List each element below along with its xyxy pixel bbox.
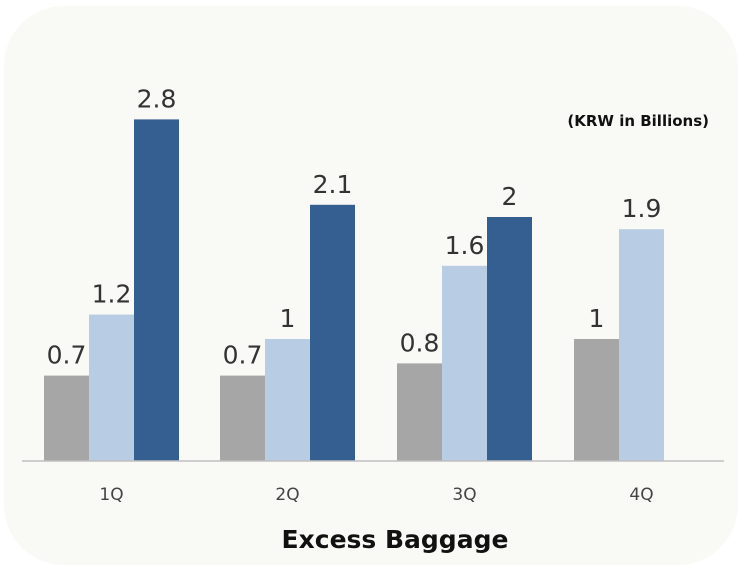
- data-label-4Q-series-2: 1.9: [622, 194, 662, 223]
- bar-1Q-series-3: [134, 119, 179, 462]
- x-tick-labels: 1Q 2Q 3Q 4Q: [99, 485, 653, 505]
- x-tick-2Q: 2Q: [275, 485, 299, 505]
- bar-3Q-series-2: [442, 265, 487, 461]
- data-label-4Q-series-1: 1: [589, 304, 605, 333]
- data-label-1Q-series-1: 0.7: [47, 341, 87, 370]
- bar-2Q-series-3: [310, 204, 355, 462]
- data-label-1Q-series-3: 2.8: [137, 84, 177, 113]
- data-label-3Q-series-3: 2: [502, 182, 518, 211]
- unit-note: (KRW in Billions): [567, 112, 709, 130]
- x-tick-4Q: 4Q: [629, 485, 653, 505]
- bar-3Q-series-1: [397, 363, 442, 461]
- x-tick-3Q: 3Q: [452, 485, 476, 505]
- bar-1Q-series-1: [44, 375, 89, 461]
- bar-1Q-series-2: [89, 314, 134, 461]
- bar-2Q-series-2: [265, 339, 310, 461]
- bar-3Q-series-3: [487, 217, 532, 461]
- data-label-3Q-series-2: 1.6: [445, 231, 485, 260]
- bars-layer: 0.7 1.2 2.8 0.7 1 2.1 0.8 1.6 2 1 1.9: [44, 84, 664, 462]
- bar-4Q-series-2: [619, 229, 664, 461]
- bar-2Q-series-1: [220, 375, 265, 461]
- data-label-2Q-series-3: 2.1: [313, 170, 353, 199]
- chart-title: Excess Baggage: [282, 525, 509, 554]
- bar-4Q-series-1: [574, 339, 619, 461]
- x-tick-1Q: 1Q: [99, 485, 123, 505]
- chart-panel: [4, 6, 738, 565]
- data-label-3Q-series-1: 0.8: [400, 328, 440, 357]
- data-label-2Q-series-2: 1: [280, 304, 296, 333]
- data-label-2Q-series-1: 0.7: [223, 341, 263, 370]
- data-label-1Q-series-2: 1.2: [92, 280, 132, 309]
